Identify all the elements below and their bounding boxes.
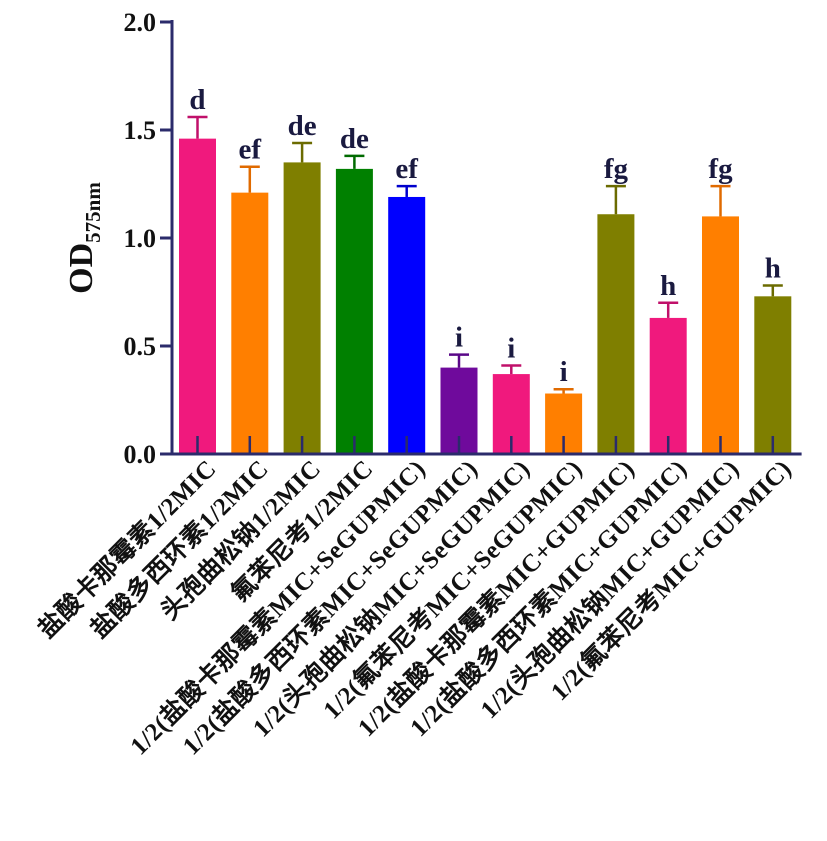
y-tick-label: 0.5	[124, 332, 157, 361]
significance-label: ef	[395, 153, 418, 185]
significance-label: h	[660, 270, 676, 302]
significance-label: h	[765, 253, 781, 285]
significance-label: ef	[239, 134, 262, 166]
significance-label: i	[560, 356, 568, 388]
significance-label: d	[189, 84, 205, 116]
y-axis-title-main: OD	[63, 243, 100, 294]
significance-label: de	[340, 123, 369, 155]
bar	[283, 162, 321, 454]
y-tick-label: 1.5	[124, 116, 157, 145]
significance-label: fg	[708, 153, 733, 185]
bar	[649, 317, 687, 454]
y-tick-label: 0.0	[124, 440, 157, 469]
bar	[231, 192, 269, 454]
bar	[754, 296, 792, 454]
y-tick-label: 1.0	[124, 224, 157, 253]
bar	[179, 138, 216, 454]
bar	[702, 216, 739, 454]
y-tick-label: 2.0	[124, 8, 157, 37]
bar	[597, 214, 635, 454]
y-axis-title-subscript: 575nm	[81, 182, 105, 243]
y-axis-title: OD575nm	[63, 182, 105, 294]
bar	[388, 196, 426, 454]
significance-label: i	[507, 332, 515, 364]
significance-label: i	[455, 322, 463, 354]
significance-label: fg	[604, 153, 629, 185]
significance-label: de	[288, 110, 317, 142]
bar	[335, 168, 373, 454]
